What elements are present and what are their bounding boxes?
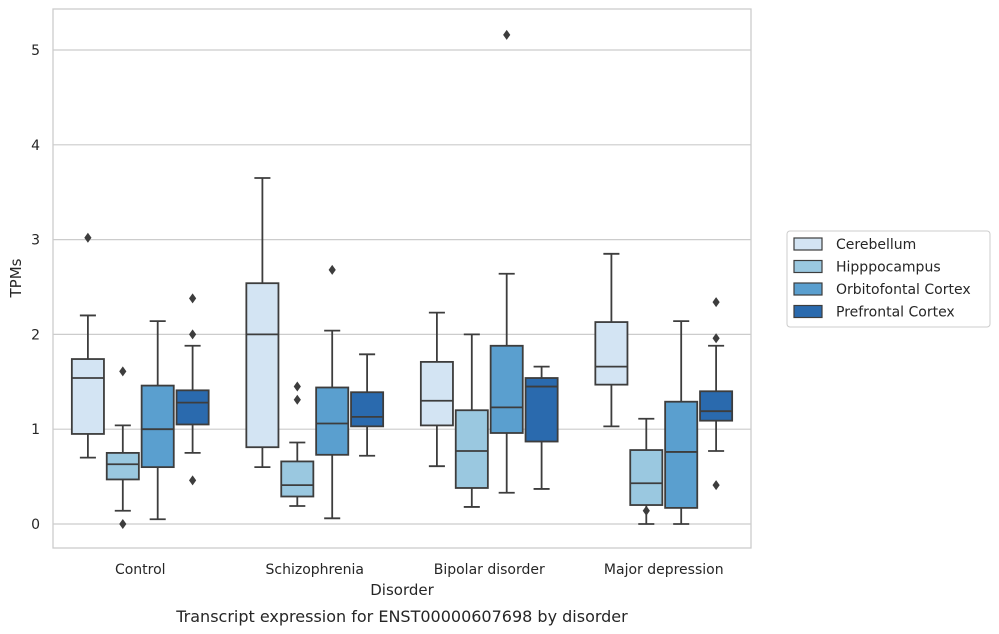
box-3-2 [664, 320, 699, 525]
outlier-point [189, 293, 197, 304]
outlier-point [189, 475, 197, 486]
box-2-1 [454, 333, 489, 508]
box-1-2 [315, 264, 350, 520]
y-tick-labels: 0 1 2 3 4 5 [31, 43, 40, 533]
legend-swatch [793, 237, 823, 251]
y-tick-label: 0 [31, 517, 40, 533]
legend-label: Hipppocampus [836, 260, 941, 276]
x-tick-label: Major depression [604, 562, 724, 578]
box-iqr [140, 384, 175, 469]
box-iqr [524, 377, 559, 443]
chart-caption: Transcript expression for ENST0000060769… [175, 607, 628, 626]
box-iqr [315, 386, 350, 456]
legend-label: Cerebellum [836, 237, 916, 253]
legend-swatch [793, 282, 823, 296]
legend-frame [786, 230, 991, 328]
y-axis-label: TPMs [7, 258, 25, 298]
legend-swatch [793, 259, 823, 274]
box-1-0 [245, 177, 280, 469]
box-2-0 [419, 311, 454, 468]
y-tick-label: 1 [31, 422, 40, 438]
box-iqr [489, 344, 524, 434]
box-iqr [699, 390, 734, 422]
box-iqr [454, 409, 489, 489]
box-0-2 [140, 320, 175, 521]
box-1-1 [280, 381, 315, 507]
box-iqr [245, 282, 280, 449]
box-3-3 [699, 297, 734, 491]
box-iqr [280, 460, 315, 498]
box-iqr [175, 389, 210, 426]
legend-label: Prefrontal Cortex [836, 305, 955, 321]
x-tick-label: Schizophrenia [266, 562, 364, 578]
x-tick-label: Control [115, 562, 166, 578]
box-2-2 [489, 29, 524, 494]
outlier-point [642, 505, 650, 516]
box-iqr [105, 451, 140, 481]
legend: Cerebellum Hipppocampus Orbitofontal Corte… [786, 230, 991, 328]
x-tick-labels: Control Schizophrenia Bipolar disorder Majo… [115, 562, 724, 578]
box-0-3 [175, 293, 210, 486]
box-iqr [664, 400, 699, 509]
outlier-point [293, 394, 301, 405]
y-tick-label: 4 [31, 138, 40, 154]
y-tick-label: 3 [31, 233, 40, 249]
box-iqr [594, 321, 629, 386]
x-axis-label: Disorder [370, 581, 434, 599]
y-tick-label: 5 [31, 43, 40, 59]
box-3-1 [629, 417, 664, 525]
outlier-point [84, 232, 92, 243]
box-iqr [629, 449, 664, 506]
outlier-point [328, 264, 336, 275]
box-0-0 [70, 232, 105, 459]
legend-label: Orbitofontal Cortex [836, 282, 971, 298]
x-tick-label: Bipolar disorder [434, 562, 545, 578]
outlier-point [293, 381, 301, 392]
box-iqr [70, 358, 105, 435]
box-groups [70, 29, 734, 529]
box-iqr [350, 391, 385, 428]
outlier-point [712, 333, 720, 344]
y-tick-label: 2 [31, 327, 40, 343]
legend-swatch [793, 304, 823, 319]
outlier-point [119, 519, 127, 529]
plot-frame [52, 8, 752, 549]
outlier-point [189, 329, 197, 340]
outlier-point [119, 366, 127, 377]
outlier-point [503, 29, 511, 40]
box-0-1 [105, 366, 140, 529]
outlier-point [712, 297, 720, 308]
box-iqr [419, 360, 454, 427]
box-3-0 [594, 252, 629, 428]
outlier-point [712, 480, 720, 491]
box-2-3 [524, 365, 559, 490]
box-1-3 [350, 353, 385, 457]
